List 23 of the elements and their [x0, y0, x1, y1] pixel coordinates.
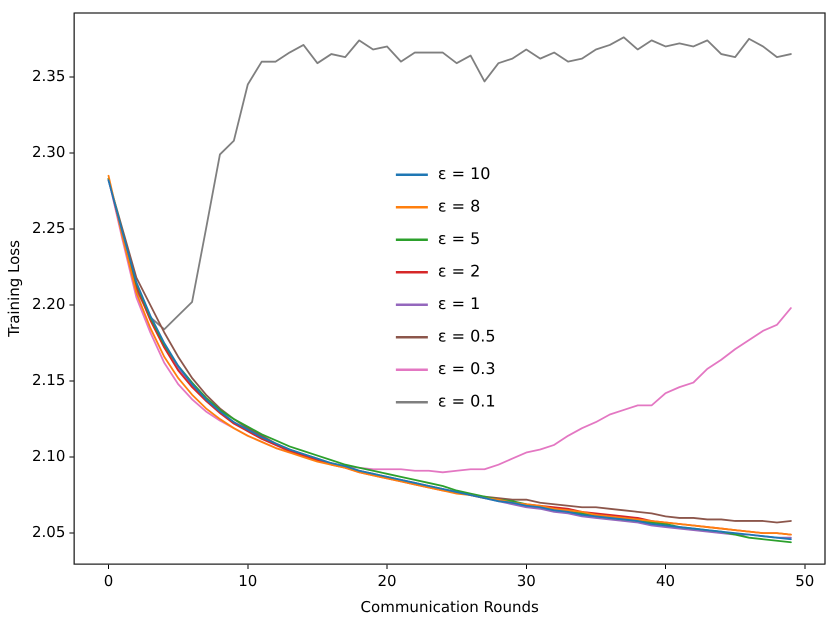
legend-label: ε = 0.3 [438, 358, 496, 378]
x-tick-label: 0 [104, 572, 114, 590]
y-tick-label: 2.20 [32, 294, 66, 313]
y-axis-title: Training Loss [4, 240, 23, 338]
x-tick-label: 30 [516, 572, 536, 590]
legend-label: ε = 0.1 [438, 391, 496, 410]
y-tick-label: 2.25 [32, 218, 66, 237]
y-tick-label: 2.15 [32, 370, 66, 389]
y-tick-label: 2.10 [32, 446, 66, 465]
x-tick-label: 10 [238, 572, 258, 590]
x-axis-title: Communication Rounds [360, 598, 540, 616]
x-tick-label: 50 [795, 572, 814, 590]
legend-label: ε = 10 [438, 164, 490, 183]
y-tick-label: 2.30 [32, 142, 66, 161]
y-tick-label: 2.35 [32, 66, 66, 85]
x-tick-label: 40 [656, 572, 676, 590]
legend-label: ε = 2 [438, 261, 480, 280]
legend-label: ε = 8 [438, 196, 480, 216]
legend-label: ε = 1 [438, 294, 480, 313]
y-tick-label: 2.05 [32, 523, 66, 542]
legend-label: ε = 0.5 [438, 326, 496, 346]
legend-label: ε = 5 [438, 228, 480, 248]
x-tick-label: 20 [377, 572, 397, 590]
